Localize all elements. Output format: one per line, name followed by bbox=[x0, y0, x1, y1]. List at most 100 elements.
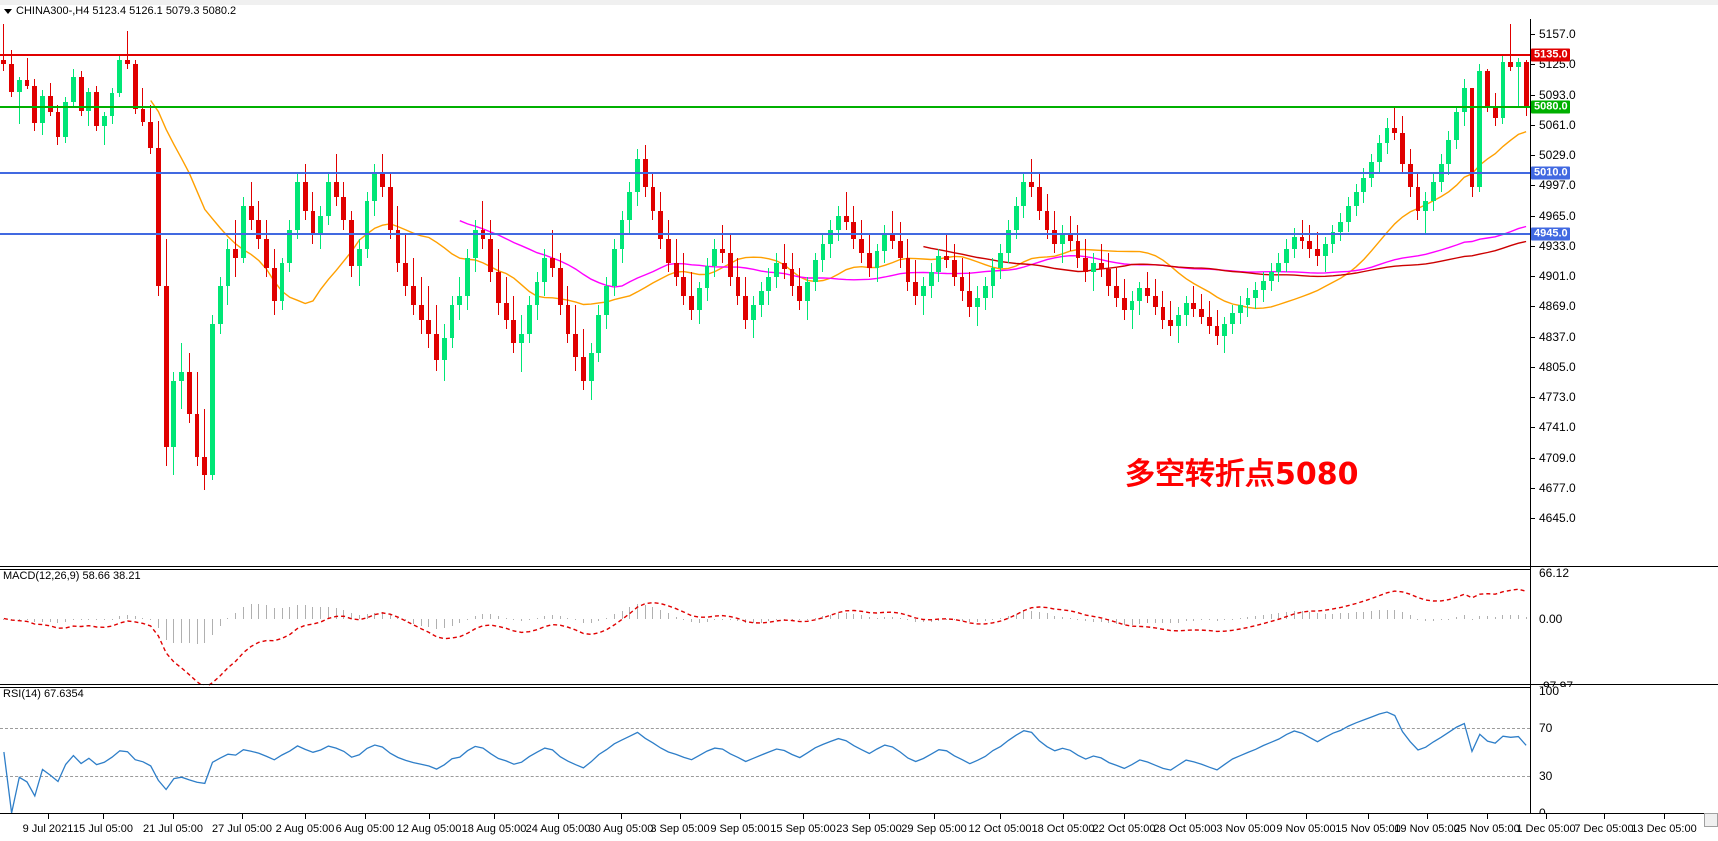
candle-body bbox=[1268, 272, 1274, 281]
time-axis-tick bbox=[305, 814, 306, 819]
macd-bar bbox=[1177, 618, 1179, 623]
candle-body bbox=[279, 262, 285, 301]
caret-down-icon[interactable] bbox=[4, 9, 12, 14]
candle-body bbox=[534, 281, 540, 306]
rsi-pane-divider bbox=[0, 684, 1718, 685]
candle-body bbox=[1083, 258, 1089, 273]
time-axis-tick bbox=[621, 814, 622, 819]
candle-body bbox=[47, 95, 53, 112]
candle-body bbox=[596, 314, 602, 353]
price-axis-tick bbox=[1530, 306, 1535, 308]
macd-bar bbox=[737, 618, 739, 622]
pivot-line-5080-tag[interactable]: 5080.0 bbox=[1531, 100, 1570, 114]
time-axis-tick bbox=[558, 814, 559, 819]
macd-bar bbox=[49, 618, 51, 623]
candle-body bbox=[457, 295, 463, 306]
macd-bar bbox=[1023, 611, 1025, 619]
macd-bar bbox=[1224, 618, 1226, 620]
macd-bar bbox=[984, 618, 986, 622]
macd-bar bbox=[266, 605, 268, 619]
candle-body bbox=[9, 64, 14, 92]
time-axis[interactable]: 9 Jul 2021 15 Jul 05:00 21 Jul 05:00 27 Jul… bbox=[0, 813, 1718, 841]
macd-bar bbox=[1456, 616, 1458, 619]
resize-corner[interactable] bbox=[1704, 813, 1718, 827]
price-axis[interactable]: 5157.0 5125.0 5093.0 5061.0 5029.0 4997.0 4965… bbox=[1530, 19, 1718, 524]
candle-body bbox=[890, 234, 895, 242]
support-line-5010-tag[interactable]: 5010.0 bbox=[1531, 166, 1570, 180]
candle-body bbox=[843, 215, 849, 223]
ma-120-line bbox=[923, 240, 1527, 278]
macd-bar bbox=[722, 618, 723, 620]
time-axis-label: 27 Jul 05:00 bbox=[212, 823, 272, 835]
macd-bar bbox=[42, 618, 43, 622]
candle-body bbox=[1067, 234, 1073, 242]
price-axis-label: 5029.0 bbox=[1539, 148, 1576, 163]
candle-body bbox=[928, 272, 934, 287]
macd-bar bbox=[1031, 610, 1033, 619]
candle-body bbox=[604, 286, 609, 315]
support-line-4945-tag[interactable]: 4945.0 bbox=[1531, 227, 1570, 241]
candle-body bbox=[233, 248, 239, 259]
candle-body bbox=[1261, 280, 1266, 291]
macd-bar bbox=[544, 615, 546, 619]
macd-bar bbox=[436, 618, 438, 629]
support-line-4945[interactable] bbox=[0, 233, 1530, 236]
candle-wick bbox=[250, 182, 252, 230]
candle-body bbox=[140, 108, 146, 122]
macd-bar bbox=[351, 613, 353, 619]
candle-body bbox=[202, 456, 208, 476]
resistance-line-5135-tag[interactable]: 5135.0 bbox=[1531, 48, 1570, 62]
macd-bar bbox=[289, 607, 291, 619]
time-axis-label: 21 Jul 05:00 bbox=[143, 823, 203, 835]
candle-body bbox=[1191, 303, 1197, 310]
candle-body bbox=[1137, 288, 1143, 301]
macd-bar bbox=[428, 618, 430, 628]
candle-body bbox=[1431, 182, 1436, 202]
macd-pane-divider bbox=[0, 566, 1718, 567]
candle-body bbox=[1214, 326, 1220, 336]
candle-wick bbox=[691, 272, 693, 320]
candle-body bbox=[1060, 234, 1065, 244]
macd-bar bbox=[922, 618, 924, 623]
price-axis-tick bbox=[1530, 124, 1535, 126]
macd-bar bbox=[142, 618, 144, 620]
candle-body bbox=[310, 210, 316, 235]
macd-bar bbox=[660, 609, 662, 619]
candle-body bbox=[681, 277, 687, 296]
candle-body bbox=[380, 173, 385, 188]
price-axis-tick bbox=[1530, 64, 1535, 66]
macd-bar bbox=[320, 607, 322, 619]
resistance-line-5135[interactable] bbox=[0, 53, 1530, 56]
time-axis-tick bbox=[48, 814, 49, 819]
macd-bar bbox=[119, 616, 121, 619]
time-axis-label: 2 Aug 05:00 bbox=[275, 823, 335, 835]
price-axis-label: 4677.0 bbox=[1539, 480, 1576, 495]
macd-bar bbox=[1394, 610, 1396, 619]
time-axis-label: 9 Nov 05:00 bbox=[1276, 823, 1336, 835]
macd-bar bbox=[219, 618, 221, 626]
price-axis-label: 5093.0 bbox=[1539, 87, 1576, 102]
macd-bar bbox=[304, 604, 306, 619]
macd-bar bbox=[915, 618, 917, 622]
candle-body bbox=[1330, 231, 1336, 244]
time-axis-label: 15 Nov 05:00 bbox=[1335, 823, 1401, 835]
macd-axis-label: 0.00 bbox=[1539, 611, 1563, 626]
macd-bar bbox=[691, 618, 693, 623]
candle-body bbox=[434, 333, 439, 361]
time-axis-label: 6 Aug 05:00 bbox=[335, 823, 395, 835]
candle-body bbox=[55, 111, 61, 138]
macd-bar bbox=[335, 607, 337, 619]
candle-body bbox=[1006, 229, 1011, 254]
price-pane[interactable]: 多空转折点5080 bbox=[0, 19, 1530, 518]
candle-wick bbox=[1193, 286, 1195, 317]
macd-bar bbox=[729, 618, 731, 621]
candle-body bbox=[588, 352, 594, 381]
candle-wick bbox=[1031, 158, 1033, 197]
pivot-line-5080[interactable] bbox=[0, 105, 1530, 108]
macd-pane[interactable] bbox=[0, 573, 1530, 686]
candle-body bbox=[650, 187, 656, 211]
support-line-5010[interactable] bbox=[0, 172, 1530, 175]
rsi-pane[interactable] bbox=[0, 691, 1530, 813]
candle-body bbox=[1469, 87, 1475, 188]
time-axis-tick bbox=[494, 814, 495, 819]
